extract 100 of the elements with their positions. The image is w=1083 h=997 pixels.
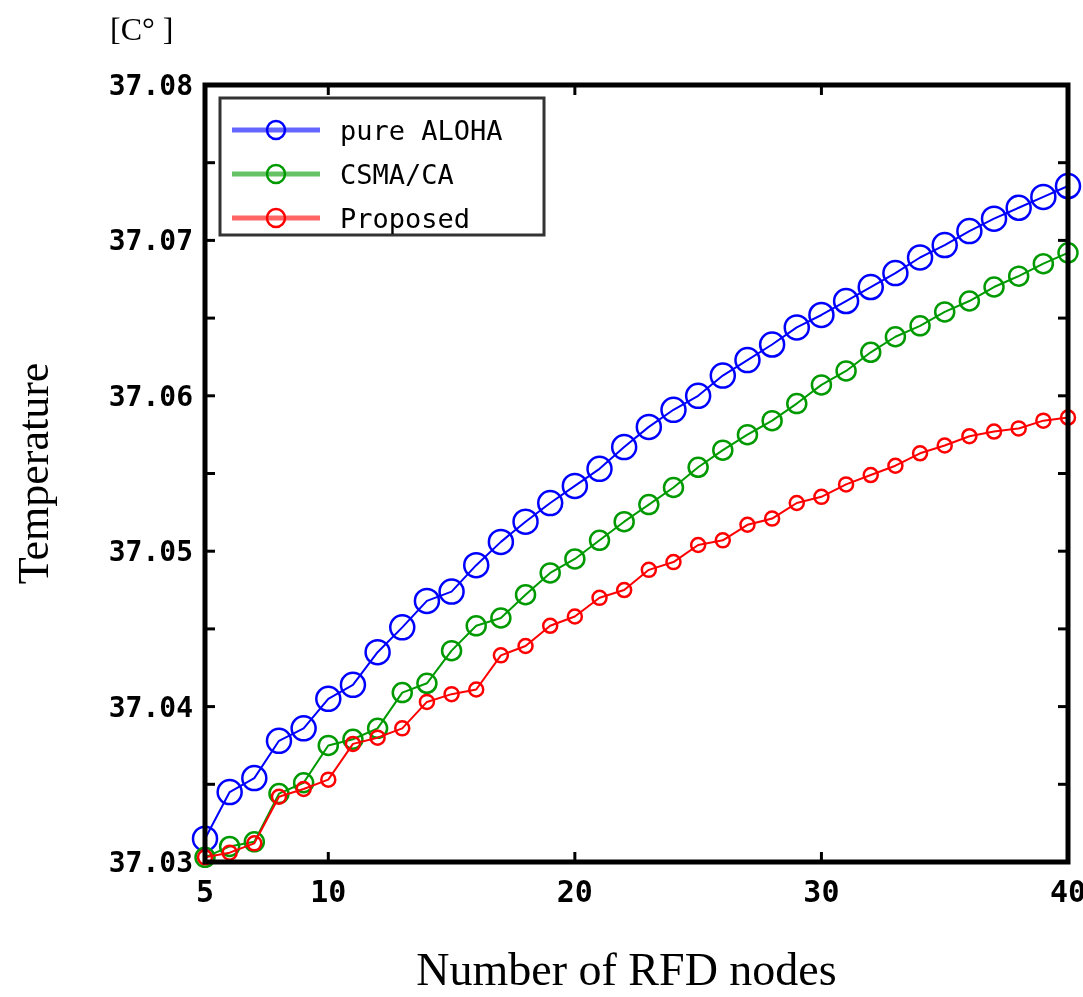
point (835, 360, 857, 382)
point (1035, 412, 1052, 429)
y-tick-label: 37.07 (108, 224, 193, 258)
y-axis-title: Temperature (9, 362, 58, 585)
point (909, 315, 931, 337)
point (662, 476, 685, 499)
point (492, 647, 510, 664)
point (739, 516, 756, 534)
point (884, 326, 907, 348)
point (416, 672, 438, 695)
point (440, 639, 463, 662)
point (862, 466, 879, 484)
point (911, 445, 929, 462)
point (566, 608, 584, 625)
point (241, 764, 268, 792)
point (1030, 183, 1057, 211)
point (936, 437, 953, 454)
point (541, 617, 559, 635)
point (315, 685, 342, 713)
point (758, 331, 786, 358)
point (418, 693, 436, 711)
point (665, 553, 682, 571)
x-tick-label: 20 (556, 874, 593, 909)
point (931, 231, 958, 259)
point (1005, 194, 1032, 222)
point (788, 494, 806, 512)
x-tick-label: 30 (803, 874, 840, 909)
point (961, 427, 978, 445)
point (216, 778, 243, 806)
point (958, 290, 981, 312)
point (640, 561, 658, 579)
point (588, 529, 611, 552)
point (462, 551, 490, 579)
point (635, 413, 663, 441)
point (857, 273, 884, 301)
point (810, 374, 833, 396)
point (467, 681, 485, 698)
point (1054, 172, 1082, 200)
y-tick-label: 37.08 (108, 69, 193, 102)
point (734, 346, 761, 374)
point (586, 455, 613, 483)
point (832, 287, 860, 315)
point (808, 301, 835, 329)
point (689, 536, 707, 554)
x-tick-label: 10 (310, 874, 347, 909)
point (265, 727, 293, 755)
point (882, 259, 909, 287)
point (763, 510, 781, 527)
y-tick-label: 37.04 (108, 690, 193, 724)
point (983, 276, 1005, 298)
point (290, 715, 317, 742)
y-tick-label: 37.06 (108, 379, 193, 413)
point (980, 205, 1008, 232)
point (610, 433, 638, 461)
point (638, 493, 660, 516)
point (660, 396, 687, 424)
point (339, 671, 367, 699)
point (413, 587, 441, 615)
point (1057, 242, 1079, 264)
point (394, 720, 411, 737)
point (933, 301, 956, 323)
y-tick-label: 37.05 (108, 535, 193, 569)
point (490, 607, 512, 629)
point (1059, 409, 1077, 426)
point (539, 562, 561, 584)
point (443, 685, 460, 703)
point (512, 508, 539, 535)
point (613, 510, 635, 533)
point (561, 472, 589, 500)
point (438, 578, 465, 605)
point (761, 409, 783, 432)
point (859, 341, 882, 364)
point (837, 476, 855, 493)
point (712, 439, 734, 461)
point (389, 614, 416, 641)
point (317, 734, 340, 757)
point (956, 217, 983, 245)
point (191, 825, 219, 852)
y-tick-label: 37.03 (108, 846, 193, 879)
point (1032, 252, 1055, 275)
point (1007, 265, 1030, 287)
x-axis-title: Number of RFD nodes (416, 944, 837, 995)
point (391, 681, 414, 704)
legend-label: CSMA/CA (340, 159, 454, 190)
point (985, 423, 1003, 440)
point (684, 382, 712, 410)
point (564, 548, 586, 570)
point (783, 314, 811, 341)
point (517, 637, 534, 655)
point (320, 771, 337, 788)
point (465, 615, 487, 637)
point (906, 244, 934, 271)
legend-label: Proposed (340, 203, 471, 234)
point (487, 528, 515, 556)
point (786, 392, 808, 415)
point (887, 457, 904, 474)
point (344, 735, 362, 753)
point (364, 638, 391, 666)
point (615, 581, 633, 599)
point (709, 362, 737, 389)
